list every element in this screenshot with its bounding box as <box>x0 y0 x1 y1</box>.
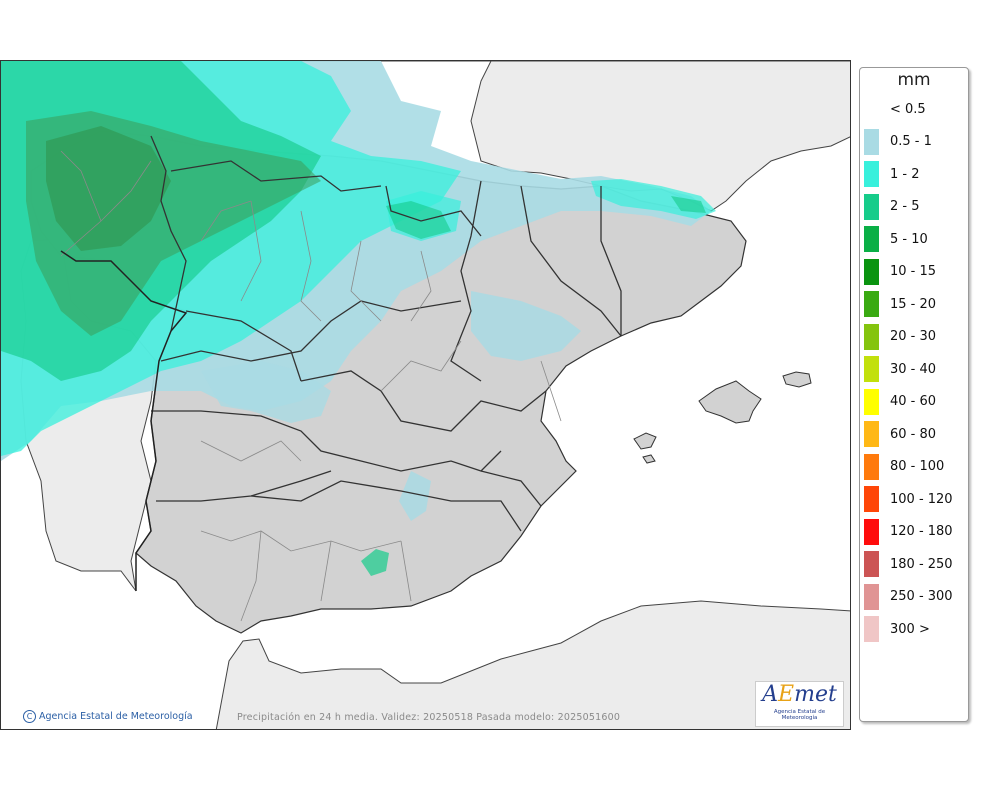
province-borders <box>60 150 562 622</box>
mallorca <box>698 380 762 424</box>
precip-0.5-1-east <box>471 291 581 361</box>
legend-label: 40 - 60 <box>890 394 937 409</box>
legend-label: 0.5 - 1 <box>890 134 932 149</box>
legend-swatch <box>864 616 879 642</box>
legend-item: 15 - 20 <box>864 291 936 317</box>
portugal-border <box>60 250 188 591</box>
legend-swatch <box>864 453 879 480</box>
legend-swatch <box>864 356 879 382</box>
legend-item: 120 - 180 <box>864 518 953 545</box>
legend-label: 180 - 250 <box>890 556 953 572</box>
legend-item: 40 - 60 <box>864 388 937 415</box>
legend-item: 2 - 5 <box>864 193 920 220</box>
legend-swatch <box>864 551 879 577</box>
legend-swatch <box>864 128 879 155</box>
precip-0.5-1-south <box>399 471 431 521</box>
legend-label: 15 - 20 <box>890 296 937 312</box>
legend-item: 20 - 30 <box>864 323 937 350</box>
legend-item: 30 - 40 <box>864 356 936 382</box>
legend-label: 250 - 300 <box>890 589 953 604</box>
legend-swatch <box>864 323 879 350</box>
legend-swatch <box>864 96 879 122</box>
legend-item: 60 - 80 <box>864 421 936 447</box>
legend-label: 60 - 80 <box>890 426 937 442</box>
legend-swatch <box>864 388 879 415</box>
aemet-logo: AEmet Agencia Estatal de Meteorología <box>755 681 844 727</box>
legend-item: 1 - 2 <box>864 161 920 187</box>
legend-item: 180 - 250 <box>864 551 953 577</box>
precip-5-10-core <box>46 126 171 251</box>
legend-label: < 0.5 <box>890 101 926 117</box>
legend-swatch <box>864 583 879 610</box>
legend-item: 300 > <box>864 616 930 642</box>
legend-label: 5 - 10 <box>890 231 928 247</box>
agency-credit: C Agencia Estatal de Meteorología <box>23 710 193 723</box>
precip-2-5-pyrenees <box>671 196 706 213</box>
map-canvas <box>1 61 850 729</box>
formentera <box>642 454 656 464</box>
legend-label: 300 > <box>890 621 930 637</box>
legend-label: 1 - 2 <box>890 166 920 182</box>
legend-label: 30 - 40 <box>890 361 937 377</box>
legend-label: 80 - 100 <box>890 459 945 474</box>
precipitation-legend: mm < 0.5 0.5 - 1 1 - 2 2 - 5 5 - 10 10 - 15 15… <box>859 67 969 722</box>
legend-swatch <box>864 486 879 512</box>
legend-item: 10 - 15 <box>864 258 937 285</box>
precip-5-10 <box>26 111 321 336</box>
precip-2-5-granada <box>361 549 389 576</box>
legend-swatch <box>864 226 879 252</box>
legend-item: 0.5 - 1 <box>864 128 932 155</box>
copyright-icon: C <box>23 710 36 723</box>
legend-item: < 0.5 <box>864 96 926 122</box>
legend-label: 20 - 30 <box>890 329 937 344</box>
credit-text: Agencia Estatal de Meteorología <box>39 711 193 722</box>
region-borders <box>150 135 622 532</box>
legend-swatch <box>864 161 879 187</box>
legend-label: 10 - 15 <box>890 264 937 279</box>
legend-label: 100 - 120 <box>890 491 953 507</box>
legend-item: 100 - 120 <box>864 486 953 512</box>
precipitation-map[interactable]: C Agencia Estatal de Meteorología Precip… <box>0 60 851 730</box>
legend-label: 120 - 180 <box>890 524 953 539</box>
legend-swatch <box>864 291 879 317</box>
legend-swatch <box>864 258 879 285</box>
ibiza <box>633 432 657 450</box>
logo-subtitle: Agencia Estatal de Meteorología <box>773 709 826 721</box>
logo-word: AEmet <box>762 682 837 707</box>
legend-item: 5 - 10 <box>864 226 928 252</box>
legend-swatch <box>864 193 879 220</box>
precip-0.5-1-center <box>201 361 331 423</box>
legend-item: 250 - 300 <box>864 583 953 610</box>
legend-unit: mm <box>897 70 931 90</box>
legend-label: 2 - 5 <box>890 199 920 214</box>
africa-land <box>215 600 850 729</box>
menorca <box>782 371 812 388</box>
legend-swatch <box>864 421 879 447</box>
validity-text: Precipitación en 24 h media. Validez: 20… <box>237 712 621 723</box>
legend-item: 80 - 100 <box>864 453 945 480</box>
legend-swatch <box>864 518 879 545</box>
